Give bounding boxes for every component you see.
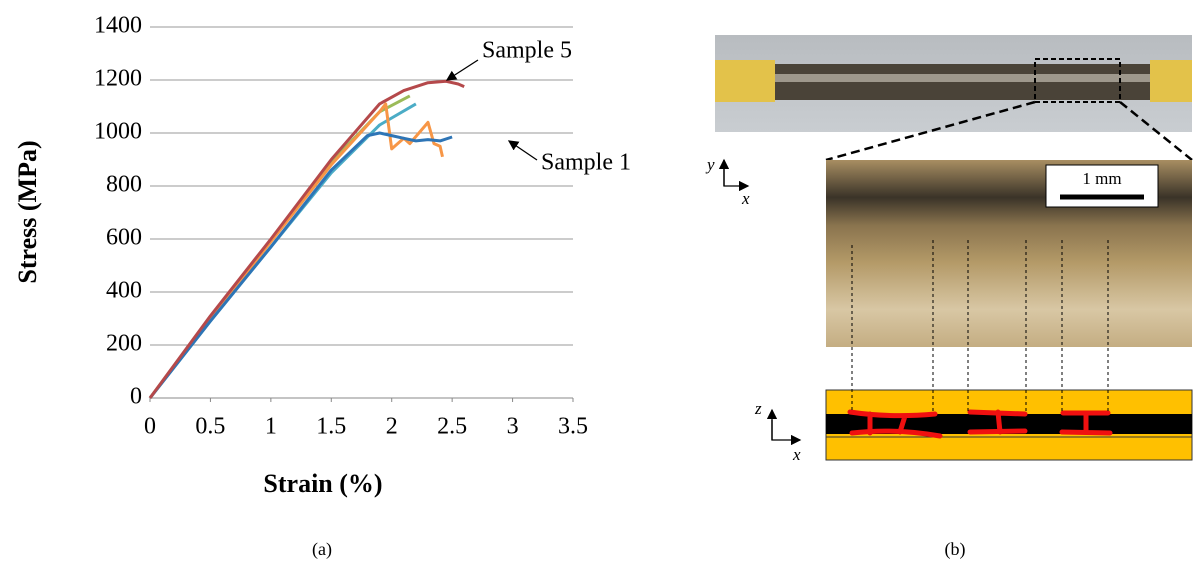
x-tick-label: 1.5 bbox=[316, 414, 346, 440]
zoom-box bbox=[1034, 58, 1121, 103]
annotation: Sample 1 bbox=[541, 150, 631, 176]
axis-letter: x bbox=[792, 445, 801, 464]
cracks bbox=[847, 409, 1113, 439]
data-line bbox=[148, 131, 453, 399]
y-tick-label: 1000 bbox=[94, 119, 142, 145]
x-tick-label: 3.5 bbox=[558, 414, 588, 440]
data-line bbox=[148, 94, 411, 399]
y-tick-label: 600 bbox=[106, 225, 142, 251]
zoom-line bbox=[1119, 101, 1193, 161]
x-tick-label: 1 bbox=[265, 414, 277, 440]
annotation-arrow bbox=[445, 59, 479, 81]
scale-label: 1 mm bbox=[1082, 169, 1121, 188]
axis-letter: y bbox=[705, 155, 715, 174]
x-axis-label: Strain (%) bbox=[263, 469, 382, 498]
axes-icon bbox=[718, 158, 802, 446]
x-tick-label: 0 bbox=[144, 414, 156, 440]
tab bbox=[1150, 60, 1192, 102]
caption: (a) bbox=[312, 539, 332, 560]
scale-box bbox=[1045, 164, 1159, 208]
y-tick-label: 0 bbox=[130, 384, 142, 410]
fibers bbox=[775, 74, 1150, 82]
panel-b: 1 mm y x z x bbox=[705, 35, 1193, 464]
data-line bbox=[148, 79, 465, 399]
tab bbox=[715, 60, 775, 102]
y-tick-label: 1200 bbox=[94, 66, 142, 92]
y-tick-label: 1400 bbox=[94, 13, 142, 39]
y-tick-label: 800 bbox=[106, 172, 142, 198]
axis-letter: x bbox=[741, 189, 750, 208]
caption: (b) bbox=[945, 539, 966, 560]
annotation: Sample 5 bbox=[482, 38, 572, 64]
x-tick-label: 0.5 bbox=[195, 414, 225, 440]
annotation-arrow bbox=[507, 140, 538, 161]
x-tick-label: 2.5 bbox=[437, 414, 467, 440]
x-tick-label: 3 bbox=[507, 414, 519, 440]
y-tick-label: 400 bbox=[106, 278, 142, 304]
y-axis-label: Stress (MPa) bbox=[13, 140, 42, 283]
x-tick-label: 2 bbox=[386, 414, 398, 440]
data-line bbox=[148, 102, 417, 399]
zoom-line bbox=[825, 100, 1036, 162]
y-tick-label: 200 bbox=[106, 331, 142, 357]
axis-letter: z bbox=[754, 399, 762, 418]
guide-lines bbox=[851, 240, 1109, 412]
data-line bbox=[148, 102, 444, 399]
core-layer bbox=[826, 414, 1192, 434]
